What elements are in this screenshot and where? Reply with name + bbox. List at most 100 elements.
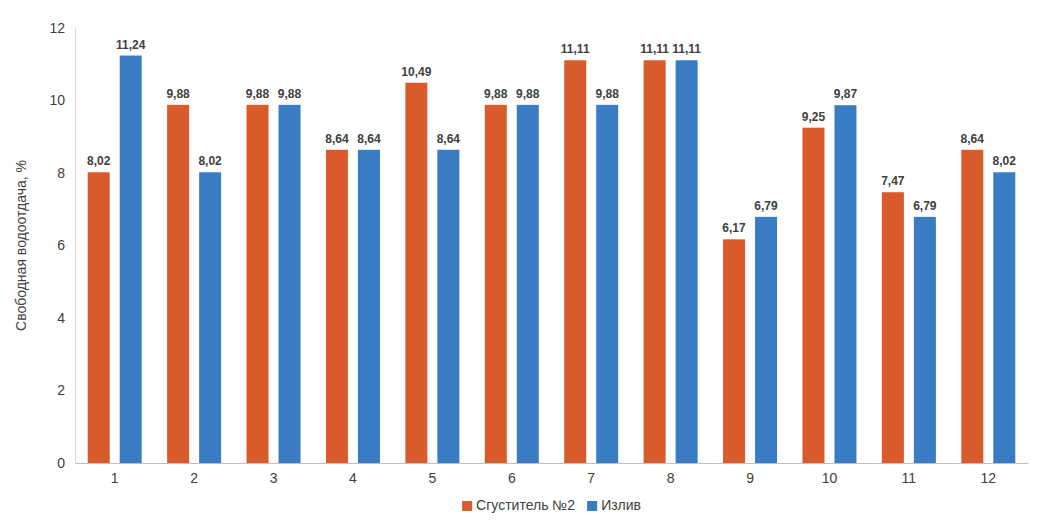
data-label: 9,88: [596, 87, 620, 101]
bar-series: [88, 60, 984, 463]
legend-item: Излив: [587, 497, 641, 513]
bar: [358, 150, 380, 463]
legend-item: Сгуститель №2: [462, 497, 575, 513]
bar: [485, 105, 507, 463]
y-axis-title: Свободная водоотдача, %: [13, 160, 29, 331]
x-tick: 4: [349, 463, 357, 486]
data-label: 8,64: [437, 132, 461, 146]
x-tick-label: 4: [349, 470, 357, 486]
plot: 0246810121234567891011128,029,889,888,64…: [49, 20, 1028, 486]
bar: [247, 105, 269, 463]
bar-series: [120, 56, 1016, 463]
data-label: 11,24: [116, 38, 146, 52]
x-tick: 9: [746, 463, 754, 486]
data-label: 8,64: [357, 132, 381, 146]
chart: 0246810121234567891011128,029,889,888,64…: [0, 0, 1040, 532]
data-label: 9,25: [802, 110, 826, 124]
data-label: 9,88: [166, 87, 190, 101]
y-tick: 12: [49, 20, 75, 36]
y-tick-label: 6: [57, 237, 65, 253]
bar: [199, 172, 221, 463]
data-label: 11,11: [561, 42, 590, 56]
x-tick: 2: [190, 463, 198, 486]
y-tick: 8: [57, 165, 75, 181]
x-axis-line: [76, 463, 1029, 464]
data-label: 8,02: [993, 154, 1017, 168]
bar: [961, 150, 983, 463]
y-tick-label: 4: [57, 310, 65, 326]
bar: [437, 150, 459, 463]
x-tick-label: 3: [270, 470, 278, 486]
x-tick: 7: [587, 463, 595, 486]
x-tick: 11: [902, 463, 917, 486]
y-tick-label: 12: [49, 20, 65, 36]
x-tick: 5: [428, 463, 436, 486]
data-label: 8,02: [198, 154, 222, 168]
data-label: 6,79: [913, 199, 937, 213]
bar: [279, 105, 301, 463]
x-tick-label: 11: [902, 470, 917, 486]
bar: [802, 128, 824, 463]
x-tick: 8: [667, 463, 675, 486]
bar: [167, 105, 189, 463]
bar: [596, 105, 618, 463]
x-tick: 12: [981, 463, 997, 486]
data-label: 9,88: [278, 87, 302, 101]
legend-label: Сгуститель №2: [476, 497, 575, 513]
x-tick-label: 9: [746, 470, 754, 486]
data-label: 7,47: [881, 174, 905, 188]
x-tick-label: 12: [981, 470, 997, 486]
bar: [120, 56, 142, 463]
legend-label: Излив: [601, 497, 641, 513]
x-tick: 3: [270, 463, 278, 486]
bar: [88, 172, 110, 463]
legend: Сгуститель №2 Излив: [462, 497, 641, 513]
x-tick-label: 1: [111, 470, 119, 486]
x-tick: 10: [822, 463, 838, 486]
legend-swatch: [587, 501, 597, 511]
x-tick-label: 6: [508, 470, 516, 486]
y-axis-line: [75, 29, 76, 464]
x-tick-label: 8: [667, 470, 675, 486]
y-tick: 0: [57, 455, 75, 471]
bar: [326, 150, 348, 463]
bar: [676, 60, 698, 463]
bar: [517, 105, 539, 463]
bars: [88, 56, 1016, 463]
x-tick-label: 7: [587, 470, 595, 486]
data-label: 11,11: [640, 42, 669, 56]
x-tick-label: 2: [190, 470, 198, 486]
y-tick: 6: [57, 237, 75, 253]
data-label: 6,17: [722, 221, 746, 235]
bar: [755, 217, 777, 463]
bar: [993, 172, 1015, 463]
bar: [914, 217, 936, 463]
bar: [644, 60, 666, 463]
y-tick-label: 0: [57, 455, 65, 471]
y-tick: 10: [49, 92, 75, 108]
y-axis: 0 2 4 6 8 10 12: [49, 20, 75, 471]
y-tick-label: 8: [57, 165, 65, 181]
x-tick-label: 10: [822, 470, 838, 486]
data-label: 10,49: [401, 65, 431, 79]
data-label: 8,02: [87, 154, 111, 168]
y-tick-label: 2: [57, 382, 65, 398]
y-tick-label: 10: [49, 92, 65, 108]
bar: [564, 60, 586, 463]
x-tick: 6: [508, 463, 516, 486]
data-label: 8,64: [961, 132, 985, 146]
x-tick-label: 5: [428, 470, 436, 486]
bar: [723, 239, 745, 463]
legend-swatch: [462, 501, 472, 511]
bar: [882, 192, 904, 463]
x-axis: 123456789101112: [76, 463, 1029, 486]
bar: [834, 105, 856, 463]
data-label: 9,88: [484, 87, 508, 101]
data-label: 6,79: [754, 199, 778, 213]
x-tick: 1: [111, 463, 119, 486]
data-label: 8,64: [325, 132, 349, 146]
data-label: 9,88: [516, 87, 540, 101]
data-label: 9,88: [246, 87, 270, 101]
data-label: 11,11: [672, 42, 701, 56]
y-tick: 2: [57, 382, 75, 398]
